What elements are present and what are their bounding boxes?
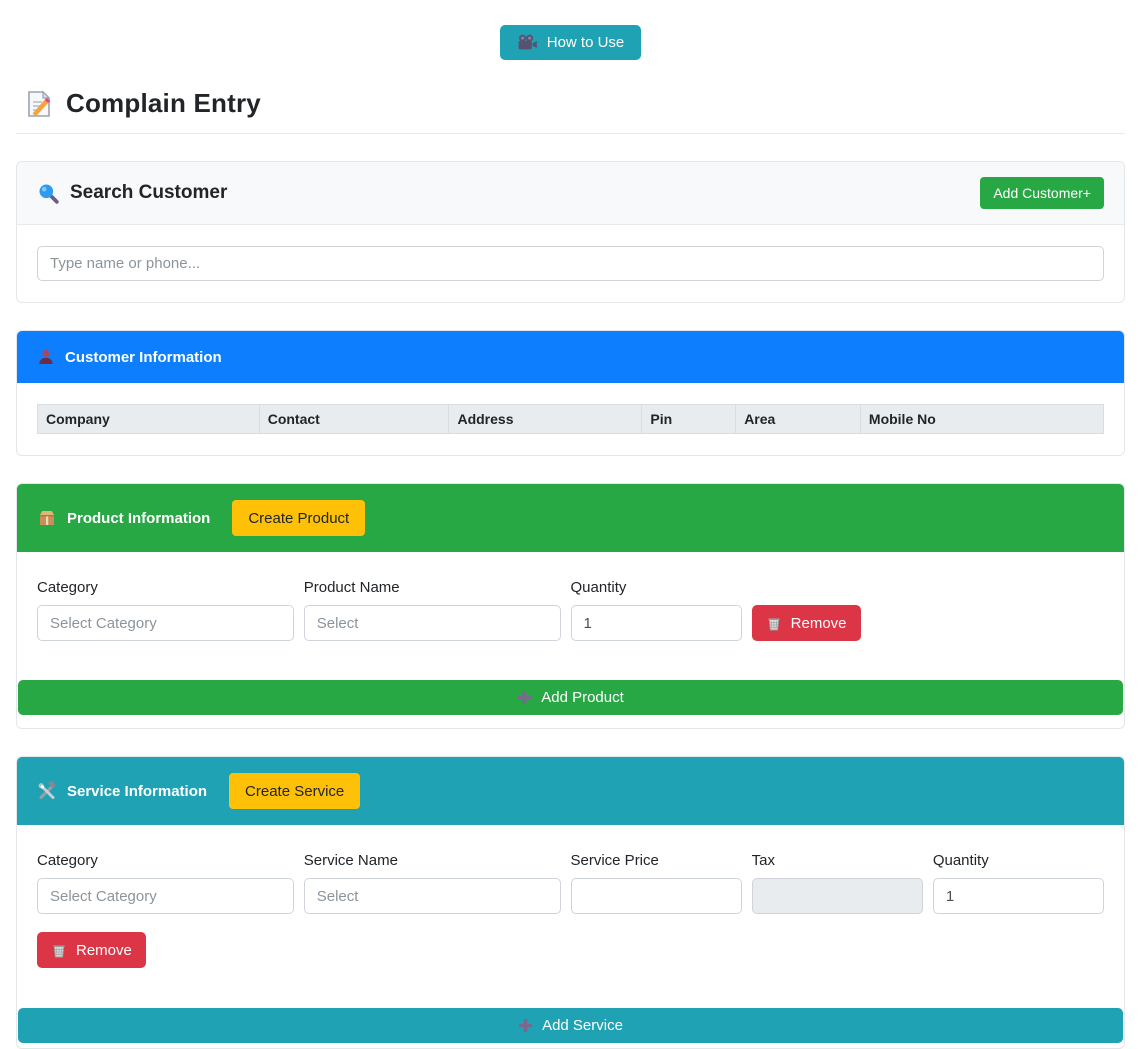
create-product-button[interactable]: Create Product — [232, 500, 366, 536]
service-info-header: Service Information Create Service — [17, 757, 1124, 825]
service-category-field: Category — [37, 852, 294, 914]
service-price-input[interactable] — [570, 878, 742, 914]
service-quantity-field: Quantity — [932, 852, 1104, 914]
service-name-label: Service Name — [303, 852, 398, 869]
wastebasket-icon — [51, 942, 67, 958]
customer-info-card: Customer Information Company Contact Add… — [16, 330, 1125, 456]
service-tax-input — [751, 878, 923, 914]
search-customer-card: Search Customer Add Customer+ — [16, 161, 1125, 303]
product-category-select[interactable] — [37, 605, 294, 641]
product-remove-button[interactable]: Remove — [751, 605, 861, 641]
product-name-select[interactable] — [303, 605, 561, 641]
service-form-row: Category Service Name Service Price Tax … — [37, 852, 1104, 914]
magnifier-icon — [37, 182, 59, 204]
col-address: Address — [448, 404, 643, 434]
movie-camera-icon — [517, 34, 538, 51]
service-form: Category Service Name Service Price Tax … — [17, 825, 1124, 968]
add-service-label: Add Service — [542, 1017, 623, 1034]
service-quantity-input[interactable] — [932, 878, 1104, 914]
service-price-label: Service Price — [570, 852, 659, 869]
product-form-row: Category Product Name Quantity — [37, 579, 1104, 641]
product-info-card: Product Information Create Product Categ… — [16, 483, 1125, 729]
service-tax-label: Tax — [751, 852, 775, 869]
service-quantity-label: Quantity — [932, 852, 989, 869]
service-category-label: Category — [37, 852, 98, 869]
service-remove-button[interactable]: Remove — [37, 932, 146, 968]
product-info-header: Product Information Create Product — [17, 484, 1124, 552]
how-to-use-label: How to Use — [546, 34, 625, 51]
customer-info-header: Customer Information — [17, 331, 1124, 383]
how-to-use-button[interactable]: How to Use — [499, 25, 642, 60]
service-remove-label: Remove — [76, 941, 132, 959]
person-bust-icon — [37, 348, 55, 366]
product-form: Category Product Name Quantity — [17, 552, 1124, 641]
product-quantity-input[interactable] — [570, 605, 742, 641]
package-icon — [37, 508, 57, 528]
search-customer-title-row: Search Customer — [37, 182, 227, 204]
product-quantity-field: Quantity — [570, 579, 742, 641]
add-service-button[interactable]: Add Service — [18, 1008, 1123, 1043]
product-name-label: Product Name — [303, 579, 400, 596]
product-name-field: Product Name — [303, 579, 561, 641]
create-service-button[interactable]: Create Service — [229, 773, 361, 809]
search-customer-title: Search Customer — [70, 182, 228, 203]
add-customer-button[interactable]: Add Customer+ — [980, 177, 1104, 209]
page-title-row: Complain Entry — [24, 88, 1141, 119]
col-area: Area — [735, 404, 861, 434]
title-divider — [16, 133, 1125, 134]
product-info-title: Product Information — [67, 509, 211, 527]
service-name-select[interactable] — [303, 878, 561, 914]
product-category-label: Category — [37, 579, 98, 596]
top-bar: How to Use — [0, 0, 1141, 60]
service-name-field: Service Name — [303, 852, 561, 914]
wastebasket-icon — [766, 615, 782, 631]
product-category-field: Category — [37, 579, 294, 641]
col-company: Company — [37, 404, 260, 434]
search-customer-header: Search Customer Add Customer+ — [17, 162, 1124, 225]
hammer-wrench-icon — [37, 781, 57, 801]
add-product-button[interactable]: Add Product — [18, 680, 1123, 715]
col-pin: Pin — [641, 404, 737, 434]
service-info-card: Service Information Create Service Categ… — [16, 756, 1125, 1049]
plus-icon — [518, 1018, 533, 1033]
add-product-label: Add Product — [541, 689, 624, 706]
search-input[interactable] — [37, 246, 1104, 281]
product-remove-label: Remove — [790, 614, 847, 632]
service-info-title: Service Information — [67, 782, 208, 800]
service-price-field: Service Price — [570, 852, 742, 914]
memo-pencil-icon — [24, 89, 54, 119]
customer-info-title: Customer Information — [65, 348, 222, 366]
service-tax-field: Tax — [751, 852, 923, 914]
col-mobile-no: Mobile No — [859, 404, 1105, 434]
page-title: Complain Entry — [66, 88, 261, 118]
col-contact: Contact — [258, 404, 450, 434]
plus-icon — [517, 690, 532, 705]
service-category-select[interactable] — [37, 878, 294, 914]
search-customer-body — [17, 225, 1124, 302]
customer-info-body: Company Contact Address Pin Area Mobile … — [17, 383, 1124, 455]
customer-table: Company Contact Address Pin Area Mobile … — [37, 404, 1105, 434]
product-quantity-label: Quantity — [570, 579, 627, 596]
customer-table-header-row: Company Contact Address Pin Area Mobile … — [37, 404, 1105, 434]
